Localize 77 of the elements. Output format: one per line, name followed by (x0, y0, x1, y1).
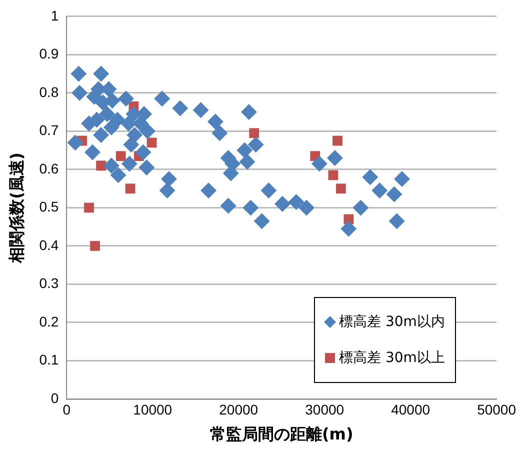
point (288, 194, 304, 210)
point (109, 112, 126, 128)
y-tick-label: 0.7 (39, 122, 59, 138)
point (160, 171, 177, 188)
x-tick-label: 40000 (391, 401, 430, 418)
y-tick-label: 0.1 (39, 352, 59, 368)
point (336, 184, 346, 194)
legend-label: 標高差 30m以内 (339, 313, 445, 332)
x-tick-label: 0 (62, 401, 71, 418)
point (123, 136, 140, 153)
point (90, 241, 100, 251)
x-tick-label: 20000 (219, 401, 258, 418)
point (125, 184, 136, 194)
point (121, 156, 138, 172)
point (84, 144, 100, 160)
point (96, 160, 106, 171)
point (67, 134, 84, 151)
point (84, 202, 94, 213)
point (220, 198, 236, 214)
point (332, 136, 342, 146)
point (116, 151, 126, 161)
point (138, 160, 155, 176)
point (394, 171, 410, 188)
x-axis-title: 常監局間の距離(m) (210, 424, 354, 444)
legend-label: 標高差 30m以上 (339, 349, 445, 368)
y-tick-label: 0.8 (39, 84, 59, 100)
point (86, 88, 102, 105)
y-tick-label: 0.4 (39, 236, 59, 253)
point (172, 100, 188, 116)
y-tick-label: 0 (50, 390, 59, 406)
y-tick-label: 0.6 (39, 160, 59, 176)
point (72, 84, 88, 101)
y-tick-label: 0.3 (39, 275, 59, 292)
point (372, 182, 388, 198)
point (192, 102, 209, 118)
x-tick-label: 30000 (305, 401, 344, 418)
point (99, 106, 116, 122)
y-tick-label: 0.2 (39, 313, 59, 330)
point (236, 142, 253, 158)
point (328, 170, 338, 180)
point (132, 116, 149, 132)
point (110, 167, 126, 184)
point (240, 104, 257, 120)
point (248, 136, 264, 153)
point (93, 127, 110, 144)
point (242, 200, 259, 216)
point (103, 158, 120, 174)
point (311, 156, 328, 172)
point (207, 114, 224, 130)
point (388, 213, 405, 230)
point (362, 169, 378, 186)
x-tick-label: 50000 (477, 401, 516, 418)
point (249, 128, 260, 138)
point (118, 90, 134, 107)
x-tick-label: 10000 (133, 401, 172, 418)
point (135, 144, 152, 160)
point (159, 182, 176, 198)
point (386, 186, 402, 202)
point (154, 90, 170, 107)
point (326, 150, 343, 166)
point (260, 182, 277, 198)
point (93, 66, 110, 82)
y-axis-title: 相関係数(風速) (6, 152, 26, 264)
point (298, 200, 315, 216)
point (212, 125, 228, 142)
point (239, 154, 256, 170)
point (274, 196, 290, 212)
y-tick-label: 0.9 (39, 46, 59, 62)
point (70, 66, 87, 82)
point (352, 200, 369, 216)
point (139, 123, 156, 140)
point (200, 182, 217, 198)
y-tick-label: 0.5 (39, 198, 59, 215)
y-tick-label: 1 (50, 7, 59, 24)
point (146, 138, 157, 148)
point (254, 213, 270, 230)
point (340, 220, 357, 237)
